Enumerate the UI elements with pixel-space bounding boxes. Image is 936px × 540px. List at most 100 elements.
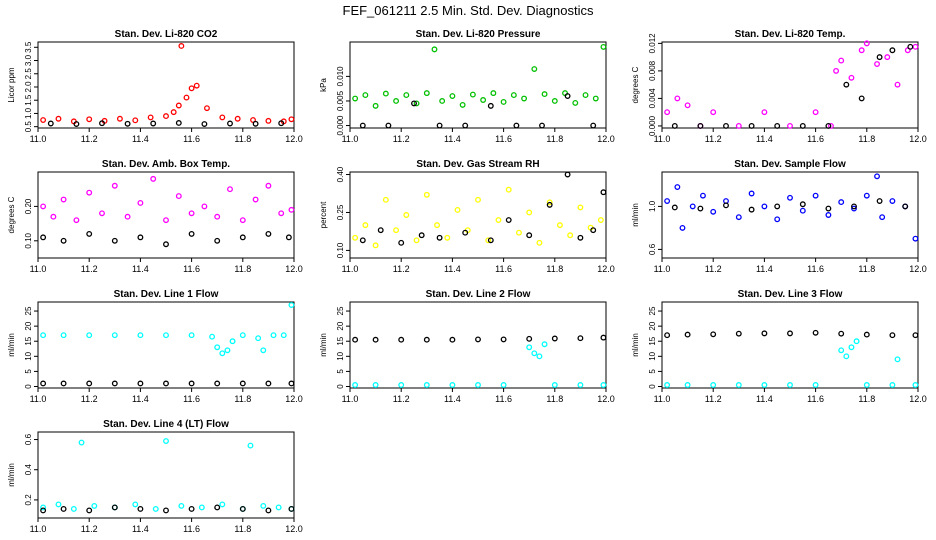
data-point-main: [372, 382, 379, 388]
data-point-main: [475, 196, 481, 203]
y-tick-label: 0.20: [24, 198, 33, 214]
data-point-secondary: [748, 206, 755, 213]
y-tick-label: 0.000: [336, 115, 345, 136]
data-point-main: [912, 382, 919, 388]
data-point-secondary: [462, 122, 469, 129]
data-point-main: [600, 382, 607, 388]
data-point-secondary: [697, 122, 704, 129]
data-point-lower: [86, 230, 93, 237]
data-point-main: [912, 235, 919, 242]
data-point-main: [863, 382, 870, 388]
x-tick-label: 11.4: [132, 134, 149, 144]
data-point-secondary: [590, 122, 597, 129]
data-point-main: [828, 122, 834, 129]
data-point-secondary: [671, 122, 678, 129]
x-tick-label: 11.4: [444, 264, 461, 274]
data-point-secondary: [825, 205, 832, 212]
data-point-main: [799, 207, 806, 214]
data-point-secondary: [564, 171, 571, 178]
panel-2: Stan. Dev. Li-820 Temp. degrees C 11.0 11.2…: [631, 29, 927, 144]
x-tick-label: 11.2: [393, 394, 410, 404]
y-axis-label: Licor ppm: [7, 67, 16, 102]
data-point-main: [423, 382, 430, 388]
data-point-secondary: [761, 330, 768, 337]
data-point-main: [449, 382, 456, 388]
data-point-main: [78, 439, 85, 446]
x-tick-label: 11.4: [444, 134, 461, 144]
data-point-secondary: [86, 380, 93, 387]
data-point-main: [198, 504, 205, 511]
data-point-secondary: [539, 122, 545, 129]
plot-frame: [349, 41, 607, 129]
data-point-main: [500, 382, 507, 388]
data-point-main: [247, 442, 254, 449]
data-point-main: [700, 192, 706, 199]
data-point-main: [582, 92, 589, 99]
panel-7: Stan. Dev. Line 2 Flow ml/min 11.0 11.2 11.4…: [319, 289, 615, 404]
data-point-main: [209, 333, 216, 340]
data-point-main: [70, 505, 77, 512]
data-point-secondary: [876, 54, 883, 61]
data-point-main: [55, 115, 62, 122]
data-point-main: [853, 338, 860, 345]
data-point-main: [500, 99, 507, 105]
y-tick-label: 10: [336, 351, 345, 360]
x-tick-label: 12.0: [285, 264, 303, 274]
data-point-main: [449, 93, 456, 100]
data-point-upper: [163, 217, 169, 224]
y-tick-label: 20: [24, 321, 33, 330]
data-point-secondary: [60, 505, 67, 512]
panel-title: Stan. Dev. Sample Flow: [734, 159, 846, 170]
x-tick-label: 11.2: [81, 264, 98, 274]
x-tick-label: 11.4: [132, 524, 149, 534]
data-point-main: [838, 347, 845, 354]
data-point-secondary: [526, 232, 533, 239]
plot-frame: [37, 171, 295, 259]
x-tick-label: 12.0: [285, 394, 303, 404]
data-point-main: [812, 382, 819, 388]
x-tick-label: 11.0: [30, 264, 47, 274]
x-tick-label: 11.4: [132, 394, 149, 404]
data-point-secondary: [462, 229, 469, 236]
y-tick-label: 10: [24, 351, 33, 360]
data-point-secondary: [227, 120, 233, 127]
data-point-main: [178, 502, 185, 509]
data-point-main: [183, 94, 190, 101]
data-point-secondary: [912, 332, 919, 339]
x-tick-label: 11.0: [30, 524, 47, 534]
y-tick-label: 2.5: [24, 68, 33, 80]
data-point-main: [825, 212, 832, 218]
data-point-main: [147, 114, 154, 121]
data-point-main: [735, 214, 742, 221]
data-point-secondary: [858, 95, 865, 102]
data-point-main: [664, 382, 671, 388]
y-tick-label: 2.0: [24, 81, 33, 93]
data-point-main: [214, 344, 221, 351]
data-point-secondary: [799, 122, 806, 129]
data-point-main: [163, 438, 169, 445]
data-point-main: [848, 344, 855, 351]
x-tick-label: 11.6: [807, 394, 824, 404]
data-point-main: [567, 232, 574, 239]
x-tick-label: 11.6: [807, 264, 824, 274]
x-tick-label: 11.2: [705, 134, 722, 144]
y-axis-label: degrees C: [7, 196, 16, 233]
data-point-main: [280, 332, 287, 339]
panel-title: Stan. Dev. Amb. Box Temp.: [102, 159, 230, 170]
x-tick-label: 11.6: [495, 134, 512, 144]
data-point-secondary: [551, 335, 558, 342]
data-point-main: [600, 43, 607, 50]
x-tick-label: 11.0: [654, 264, 671, 274]
data-point-main: [851, 205, 857, 212]
data-point-secondary: [86, 507, 93, 514]
data-point-upper: [278, 210, 285, 217]
panel-9: Stan. Dev. Line 4 (LT) Flow ml/min 11.0 11.…: [7, 419, 303, 534]
data-point-secondary: [500, 336, 507, 343]
data-point-main: [551, 98, 558, 104]
data-point-main: [229, 338, 236, 345]
x-tick-label: 11.2: [705, 264, 722, 274]
data-point-main: [664, 109, 671, 116]
data-point-secondary: [723, 202, 729, 209]
y-tick-label: 0.6: [648, 243, 657, 255]
x-tick-label: 11.4: [756, 134, 773, 144]
